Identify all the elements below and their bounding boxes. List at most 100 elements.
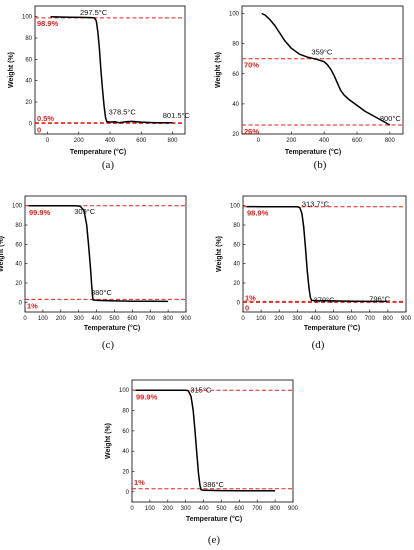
x-tick-label: 800 — [167, 138, 178, 144]
reference-line-label: 1% — [134, 478, 145, 487]
temperature-annotation: 359°C — [311, 48, 333, 57]
plot-frame — [24, 195, 187, 313]
y-axis-label: Weight (%) — [105, 423, 112, 459]
y-tick-label: 60 — [122, 429, 129, 435]
x-tick-label: 400 — [319, 138, 330, 144]
y-tick-label: 20 — [122, 470, 129, 476]
y-tick-label: 100 — [229, 12, 240, 18]
x-tick-label: 0 — [23, 316, 27, 322]
plot-frame — [241, 5, 404, 135]
x-tick-label: 800 — [385, 138, 396, 144]
x-tick-label: 800 — [163, 316, 174, 322]
chart-panel-d: 0 100 200 300 400 500 600 700 800 900 0 20 40 60 80 100… — [216, 195, 412, 351]
reference-line-label: 0 — [245, 303, 249, 312]
x-tick-label: 100 — [145, 506, 156, 512]
y-axis-label: Weight (%) — [216, 236, 223, 272]
reference-line-label: 0.5% — [37, 114, 54, 123]
x-tick-label: 200 — [74, 138, 85, 144]
x-axis-label: Temperature (°C) — [304, 324, 360, 332]
reference-line-label: 70% — [244, 61, 259, 70]
reference-line-label: 98.9% — [37, 19, 59, 28]
y-tick-label: 100 — [12, 204, 23, 210]
x-tick-label: 200 — [274, 316, 285, 322]
reference-line-label: 99.9% — [136, 392, 158, 401]
y-axis-label: Weight (%) — [8, 52, 15, 88]
x-tick-label: 700 — [365, 316, 376, 322]
y-tick-label: 20 — [25, 100, 32, 106]
x-tick-label: 0 — [241, 316, 245, 322]
plot-frame — [131, 379, 294, 503]
reference-line-label: 1% — [27, 301, 38, 310]
temperature-annotation: 801.5°C — [163, 111, 191, 120]
y-tick-label: 80 — [15, 223, 22, 229]
x-tick-label: 900 — [288, 506, 299, 512]
x-tick-label: 500 — [109, 316, 120, 322]
x-axis-label: Temperature (°C) — [84, 324, 140, 332]
x-tick-label: 700 — [252, 506, 263, 512]
x-tick-label: 200 — [286, 138, 297, 144]
x-axis-label: Temperature (°C) — [70, 148, 126, 156]
x-tick-label: 900 — [401, 316, 412, 322]
x-tick-label: 400 — [199, 506, 210, 512]
x-tick-label: 400 — [310, 316, 321, 322]
temperature-annotation: 378.5°C — [109, 108, 137, 117]
x-tick-label: 200 — [56, 316, 67, 322]
chart-panel-a: 0 200 400 600 800 0 20 40 60 80 100 Temperature (°C… — [8, 5, 191, 171]
x-tick-label: 500 — [216, 506, 227, 512]
temperature-annotation: 297.5°C — [80, 8, 108, 17]
y-tick-label: 80 — [233, 223, 240, 229]
y-tick-label: 100 — [230, 204, 241, 210]
temperature-annotation: 386°C — [203, 480, 225, 489]
x-tick-label: 0 — [46, 138, 50, 144]
weight-curve — [261, 12, 391, 126]
plot-frame — [242, 195, 407, 313]
x-tick-label: 300 — [292, 316, 303, 322]
y-tick-label: 0 — [237, 300, 241, 306]
x-tick-label: 600 — [136, 138, 147, 144]
y-axis-label: Weight (%) — [215, 52, 222, 88]
reference-line-label: 0 — [37, 125, 41, 134]
y-tick-label: 0 — [19, 300, 23, 306]
panel-label: (a) — [102, 159, 115, 171]
chart-panel-b: 0 200 400 600 800 20 40 60 80 100 Temperature (°C)… — [215, 5, 404, 171]
x-tick-label: 600 — [352, 138, 363, 144]
x-tick-label: 800 — [270, 506, 281, 512]
x-tick-label: 900 — [181, 316, 192, 322]
x-tick-label: 500 — [329, 316, 340, 322]
y-tick-label: 40 — [15, 262, 22, 268]
chart-panel-e: 0 100 200 300 400 500 600 700 800 900 0 20 40 60 80 100… — [105, 379, 299, 546]
weight-curve — [50, 15, 173, 124]
y-tick-label: 20 — [232, 132, 239, 138]
y-tick-label: 100 — [22, 15, 33, 21]
y-tick-label: 20 — [15, 281, 22, 287]
temperature-annotation: 313.7°C — [302, 200, 330, 209]
x-tick-label: 400 — [105, 138, 116, 144]
x-tick-label: 100 — [256, 316, 267, 322]
temperature-annotation: 309°C — [74, 207, 96, 216]
temperature-annotation: 380°C — [91, 288, 113, 297]
y-tick-label: 0 — [126, 490, 130, 496]
x-tick-label: 400 — [92, 316, 103, 322]
x-tick-label: 300 — [181, 506, 192, 512]
panel-label: (e) — [208, 534, 221, 546]
y-tick-label: 80 — [25, 36, 32, 42]
chart-panel-c: 0 100 200 300 400 500 600 700 800 900 0 20 40 60 80 100… — [0, 195, 192, 351]
panel-label: (b) — [314, 159, 327, 171]
x-tick-label: 100 — [38, 316, 49, 322]
y-tick-label: 80 — [122, 409, 129, 415]
x-tick-label: 300 — [74, 316, 85, 322]
weight-curve — [28, 204, 169, 303]
y-tick-label: 40 — [232, 102, 239, 108]
temperature-annotation: 800°C — [380, 114, 402, 123]
y-tick-label: 0 — [29, 121, 33, 127]
temperature-annotation: 315°C — [190, 386, 212, 395]
x-tick-label: 700 — [145, 316, 156, 322]
y-tick-label: 60 — [25, 57, 32, 63]
x-axis-label: Temperature (°C) — [186, 515, 242, 523]
y-tick-label: 60 — [232, 72, 239, 78]
y-tick-label: 60 — [15, 242, 22, 248]
x-tick-label: 0 — [257, 138, 261, 144]
y-tick-label: 80 — [232, 42, 239, 48]
panel-label: (d) — [312, 339, 325, 351]
